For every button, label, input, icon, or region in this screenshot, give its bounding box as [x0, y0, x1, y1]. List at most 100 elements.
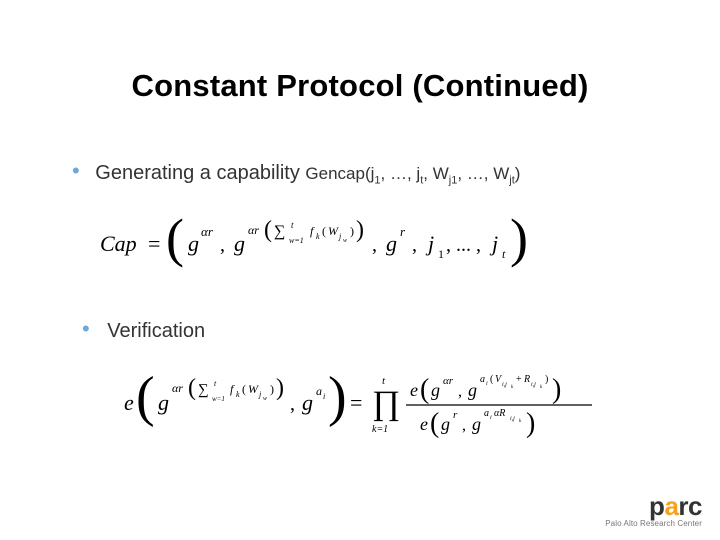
svg-text:R: R: [523, 374, 530, 385]
svg-text:g: g: [431, 380, 440, 400]
svg-text:k: k: [540, 385, 543, 390]
svg-text:): ): [356, 217, 364, 243]
svg-text:t: t: [291, 220, 294, 230]
svg-text:=: =: [148, 231, 160, 256]
svg-text:g: g: [302, 390, 313, 415]
svg-text:,: ,: [290, 393, 295, 415]
logo-letter-a: a: [664, 491, 678, 521]
svg-text:i,j: i,j: [531, 382, 536, 388]
bullet-dot-icon: •: [82, 316, 90, 341]
svg-text:r: r: [453, 409, 458, 421]
svg-text:i: i: [323, 392, 325, 401]
svg-text:): ): [270, 382, 274, 396]
svg-text:j: j: [338, 232, 342, 241]
bullet1-gencap: Gencap(j1, …, jt, Wj1, …, Wjt): [305, 164, 520, 183]
svg-text:W: W: [328, 224, 339, 238]
slide-title: Constant Protocol (Continued): [0, 68, 720, 104]
svg-text:a: a: [316, 384, 322, 398]
svg-text:i: i: [486, 381, 488, 387]
svg-text:Cap: Cap: [100, 231, 137, 256]
bullet1-prefix: Generating a capability: [95, 162, 305, 184]
svg-text:w=1: w=1: [212, 395, 225, 403]
svg-text:αR: αR: [494, 408, 505, 419]
svg-text:,: ,: [412, 234, 417, 256]
svg-text:): ): [328, 366, 347, 428]
bullet2-label: Verification: [107, 320, 205, 342]
svg-text:g: g: [472, 414, 481, 434]
svg-text:(: (: [490, 374, 494, 385]
svg-text:g: g: [158, 390, 169, 415]
svg-text:∏: ∏: [372, 385, 400, 422]
parc-logo: parc Palo Alto Research Center: [605, 495, 702, 528]
svg-text:,: ,: [446, 234, 451, 256]
svg-text:e: e: [410, 380, 418, 400]
svg-text:): ): [510, 208, 528, 268]
svg-text:t: t: [214, 379, 217, 388]
svg-text:(: (: [136, 366, 155, 428]
svg-text:): ): [526, 408, 535, 439]
slide: Constant Protocol (Continued) • Generati…: [0, 0, 720, 540]
svg-text:k=1: k=1: [372, 424, 388, 435]
svg-text:(: (: [264, 217, 272, 243]
svg-text:∑: ∑: [274, 223, 285, 240]
svg-text:j: j: [258, 390, 262, 399]
svg-text:k: k: [519, 419, 522, 424]
logo-letter-r: r: [678, 491, 688, 521]
svg-text:j: j: [489, 231, 498, 256]
svg-text:∑: ∑: [198, 382, 209, 398]
svg-text:i: i: [490, 415, 492, 421]
svg-text:i,j: i,j: [502, 382, 507, 388]
logo-letter-p: p: [649, 491, 664, 521]
svg-text:f: f: [230, 382, 235, 396]
svg-text:f: f: [310, 224, 315, 238]
svg-text:): ): [545, 374, 548, 385]
svg-text:): ): [350, 224, 354, 238]
svg-text:w: w: [263, 396, 267, 402]
bullet-verification: • Verification: [82, 316, 205, 343]
svg-text:g: g: [468, 380, 477, 400]
svg-text:(: (: [420, 374, 429, 405]
svg-text:=: =: [350, 390, 362, 415]
svg-text:): ): [552, 374, 561, 405]
svg-text:,: ,: [476, 234, 481, 256]
svg-text:(: (: [322, 224, 326, 238]
svg-text:αr: αr: [443, 375, 454, 387]
svg-text:g: g: [188, 231, 199, 256]
svg-text:(: (: [188, 375, 196, 401]
svg-text:+: +: [516, 374, 522, 385]
svg-text:αr: αr: [248, 223, 259, 237]
svg-text:e: e: [420, 414, 428, 434]
svg-text:j: j: [425, 231, 434, 256]
svg-text:g: g: [234, 231, 245, 256]
svg-text:g: g: [386, 231, 397, 256]
svg-text:αr: αr: [172, 381, 183, 395]
svg-text:w=1: w=1: [289, 236, 304, 245]
formula-verification: e ( g αr ( ∑ t w=1 f k ( W j w ) ) , g a…: [124, 358, 604, 453]
svg-text:): ): [276, 375, 284, 401]
svg-text:a: a: [480, 374, 485, 385]
bullet-dot-icon: •: [72, 158, 80, 183]
parc-tagline: Palo Alto Research Center: [605, 519, 702, 528]
bullet-generating-capability: • Generating a capability Gencap(j1, …, …: [72, 158, 520, 186]
svg-text:k: k: [511, 385, 514, 390]
svg-text:(: (: [430, 408, 439, 439]
svg-text:αr: αr: [201, 224, 214, 239]
svg-text:,: ,: [462, 417, 466, 434]
svg-text:g: g: [441, 414, 450, 434]
svg-text:,: ,: [372, 234, 377, 256]
svg-text:1: 1: [438, 247, 444, 261]
svg-text:i,j: i,j: [510, 416, 515, 422]
svg-text:W: W: [248, 382, 259, 396]
svg-text:...: ...: [456, 234, 471, 256]
svg-text:k: k: [316, 232, 320, 241]
svg-text:r: r: [400, 224, 406, 239]
formula-cap: Cap = ( g αr , g αr ( ∑ t w=1 f k ( W j …: [100, 206, 620, 283]
svg-text:,: ,: [220, 234, 225, 256]
svg-text:,: ,: [458, 383, 462, 400]
svg-text:a: a: [484, 408, 489, 419]
svg-text:w: w: [343, 238, 347, 244]
svg-text:e: e: [124, 390, 134, 415]
svg-text:(: (: [242, 382, 246, 396]
logo-letter-c: c: [688, 491, 702, 521]
svg-text:t: t: [502, 247, 506, 261]
